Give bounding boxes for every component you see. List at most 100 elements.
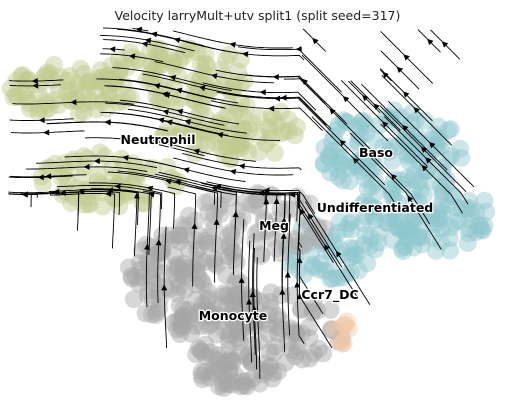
cell-point-undifferentiated — [432, 195, 450, 214]
cell-point-monocyte — [231, 333, 250, 352]
cell-point-undifferentiated — [302, 246, 321, 265]
cell-point-neutrophil — [67, 92, 86, 110]
streamline-arrowhead — [307, 213, 314, 220]
cell-point-monocyte — [203, 349, 222, 368]
cell-point-monocyte — [322, 320, 341, 339]
cell-point-neutrophil — [229, 62, 248, 81]
cell-point-undifferentiated — [426, 241, 445, 260]
streamline-arrowhead — [413, 107, 420, 114]
cell-point-monocyte — [203, 309, 222, 328]
cell-point-monocyte — [286, 347, 305, 366]
cell-point-neutrophil — [170, 51, 189, 70]
cell-point-monocyte — [187, 345, 206, 364]
cell-point-neutrophil — [34, 68, 53, 87]
cell-point-monocyte — [198, 282, 217, 301]
cell-point-neutrophil — [85, 81, 104, 100]
cell-point-monocyte — [189, 268, 208, 287]
cell-point-undifferentiated — [449, 211, 468, 230]
cell-point-monocyte — [308, 301, 327, 320]
cell-point-neutrophil — [80, 195, 99, 214]
cell-point-ccr7-dc — [337, 312, 356, 331]
cell-point-neutrophil — [69, 105, 88, 123]
cell-point-undifferentiated — [381, 209, 400, 228]
streamline-arrowhead — [199, 85, 206, 92]
cell-point-meg — [221, 223, 240, 242]
streamline-arrowhead — [193, 148, 200, 155]
cell-point-baso — [439, 121, 458, 140]
cell-point-monocyte — [225, 274, 244, 293]
cell-point-monocyte — [172, 265, 191, 284]
streamline-arrowhead — [403, 91, 410, 98]
cell-point-monocyte — [194, 274, 212, 293]
cell-point-monocyte — [170, 226, 189, 245]
cell-point-undifferentiated — [396, 236, 415, 255]
cell-point-neutrophil — [71, 59, 90, 78]
cell-point-neutrophil — [78, 194, 97, 213]
streamline-arrowhead — [249, 291, 256, 298]
cell-point-neutrophil — [146, 48, 165, 67]
cell-point-neutrophil — [271, 102, 290, 121]
streamline-arrowhead — [274, 95, 281, 102]
cell-point-neutrophil — [74, 195, 93, 214]
cell-point-neutrophil — [8, 88, 26, 106]
streamline-arrowhead — [155, 239, 162, 246]
cell-point-monocyte — [231, 285, 250, 304]
cell-point-neutrophil — [197, 56, 216, 75]
streamline-arrowhead — [242, 51, 249, 58]
cell-point-neutrophil — [87, 100, 106, 119]
cell-point-neutrophil — [49, 96, 68, 115]
cell-point-baso — [354, 111, 372, 130]
cell-point-monocyte — [195, 253, 214, 271]
cell-point-neutrophil — [97, 66, 116, 85]
streamline-arrowhead — [146, 185, 154, 192]
cell-point-neutrophil — [232, 139, 251, 157]
cell-point-undifferentiated — [439, 195, 458, 214]
cell-point-neutrophil — [36, 92, 55, 111]
cell-point-undifferentiated — [285, 252, 304, 270]
cell-point-ccr7-dc — [336, 316, 355, 335]
cell-point-undifferentiated — [333, 268, 352, 287]
streamline-arrowhead — [295, 46, 302, 52]
cell-point-undifferentiated — [404, 209, 423, 228]
streamline-arrowhead — [441, 41, 449, 48]
cell-point-monocyte — [220, 361, 239, 380]
cell-point-undifferentiated — [349, 261, 368, 280]
cell-point-monocyte — [199, 317, 218, 335]
cell-point-undifferentiated — [340, 214, 359, 233]
streamline-arrowhead — [402, 124, 409, 132]
cell-point-baso — [381, 179, 400, 198]
cell-point-undifferentiated — [331, 239, 350, 258]
streamline-arrowhead — [429, 141, 436, 149]
cell-point-neutrophil — [156, 122, 175, 141]
streamline-arrowhead — [342, 96, 350, 103]
cell-point-monocyte — [226, 366, 245, 385]
cell-point-monocyte — [226, 317, 245, 336]
streamline — [237, 46, 342, 93]
cell-point-baso — [398, 169, 417, 187]
cell-point-monocyte — [149, 299, 168, 318]
cell-point-undifferentiated — [397, 218, 416, 237]
cell-point-neutrophil — [220, 45, 239, 64]
cell-point-neutrophil — [170, 125, 189, 144]
cell-point-monocyte — [242, 353, 261, 372]
cell-point-undifferentiated — [316, 262, 335, 280]
cell-point-monocyte — [216, 353, 235, 372]
cell-point-monocyte — [205, 306, 223, 325]
cell-point-meg — [288, 237, 307, 256]
cell-point-baso — [415, 111, 434, 130]
streamline-arrowhead — [213, 218, 220, 225]
cell-point-monocyte — [269, 362, 288, 381]
cell-point-undifferentiated — [409, 193, 428, 212]
cell-point-neutrophil — [4, 88, 23, 107]
cell-point-neutrophil — [234, 120, 253, 139]
cell-point-monocyte — [272, 286, 291, 305]
cell-point-monocyte — [271, 311, 289, 329]
cell-point-meg — [199, 228, 218, 247]
cell-point-neutrophil — [125, 157, 144, 176]
cell-point-monocyte — [300, 318, 319, 336]
cell-point-undifferentiated — [473, 221, 492, 240]
cell-point-undifferentiated — [460, 199, 478, 217]
cell-point-undifferentiated — [404, 170, 423, 189]
cell-point-neutrophil — [74, 103, 93, 121]
cell-point-neutrophil — [1, 79, 20, 98]
